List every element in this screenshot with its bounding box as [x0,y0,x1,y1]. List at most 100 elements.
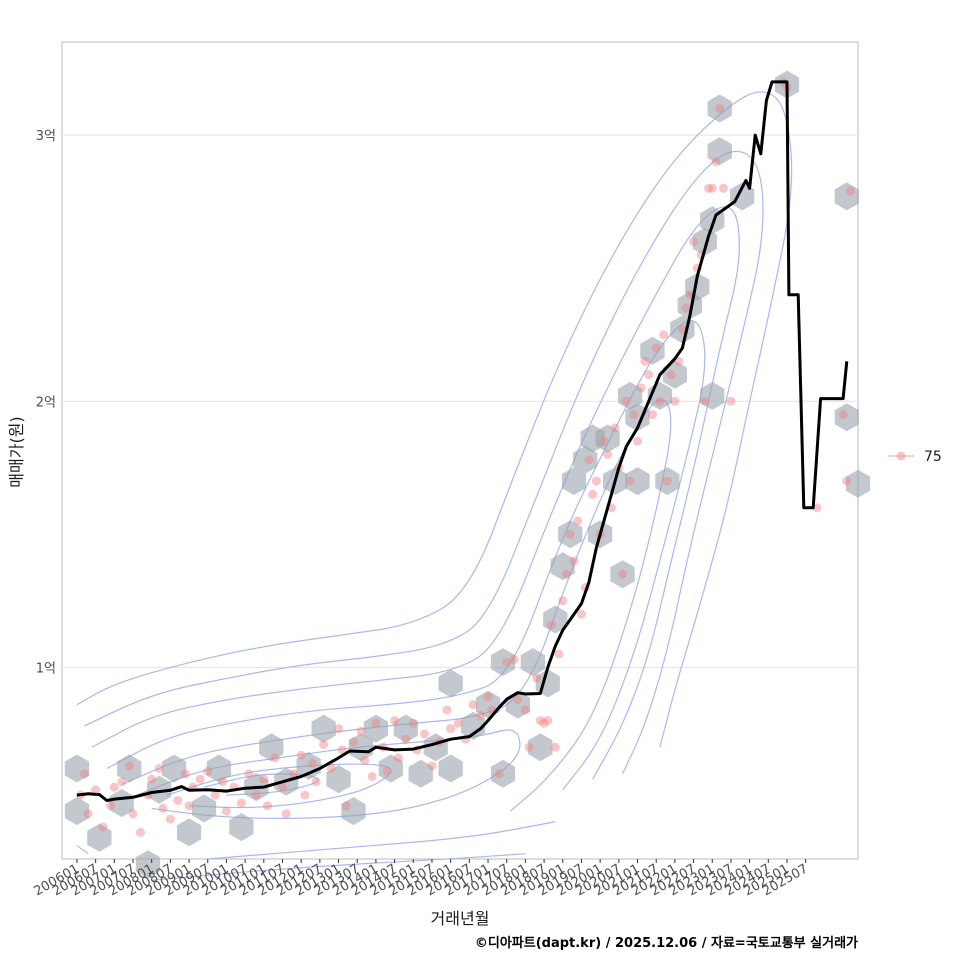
transaction-point [348,737,358,747]
hexbin-cell [558,520,583,549]
density-contour [207,821,556,860]
transaction-point [494,769,504,779]
transaction-point [382,766,392,776]
transaction-point [558,596,568,606]
transaction-point [83,809,93,819]
transaction-point [319,740,329,750]
transaction-point [117,777,127,787]
hexbin-cell [490,759,516,788]
hexbin-cell [348,733,374,762]
transaction-point [393,753,403,763]
transaction-point [535,716,545,726]
hexbin-cell [64,754,90,783]
transaction-point [408,718,418,728]
transaction-point [360,756,370,766]
transaction-point [109,782,119,792]
hexbin-cell [692,227,717,256]
hexbin-cell [610,560,635,589]
transaction-point [565,529,575,539]
hexbin-cell [423,733,448,762]
hexbin-cell [176,818,202,847]
hexbin-cell [707,94,732,123]
transaction-point [573,516,583,526]
transaction-point [341,801,351,811]
transaction-point [251,790,261,800]
x-axis-title: 거래년월 [431,909,490,928]
transaction-point [468,700,478,710]
hexbin-cell [834,182,859,211]
hexbin-cell [520,648,545,677]
transaction-point [707,183,717,193]
hexbin-cell [700,381,725,410]
hexbin-cell [363,714,388,743]
hexbin-cell [109,789,134,818]
transaction-point [651,343,661,353]
transaction-point [562,569,572,579]
transaction-point [210,790,220,800]
density-contour [136,729,521,820]
plot-panel [61,41,859,860]
transaction-point [584,455,594,465]
hexbin-cell [326,765,351,794]
transaction-points [76,77,856,837]
transaction-point [442,705,452,715]
transaction-point [599,436,609,446]
transaction-point [446,724,456,734]
source-caption: ©디아파트(dapt.kr) / 2025.12.06 / 자료=국토교통부 실… [475,935,858,951]
transaction-point [524,742,534,752]
transaction-point [502,657,512,667]
y-tick-label: 1억 [36,661,56,676]
transaction-point [218,777,228,787]
transaction-point [569,556,579,566]
y-axis-title: 매매가(원) [7,416,26,487]
transaction-point [147,774,157,784]
transaction-point [356,726,366,736]
transaction-point [236,798,246,808]
panel-border [61,41,859,860]
hexbin-cell [341,797,366,826]
hexbin-cell [730,182,755,211]
transaction-point [621,396,631,406]
transaction-point [603,449,613,459]
axes: 1억2억3억2006012006072007012007072008012008… [31,129,810,899]
transaction-point [718,183,728,193]
hexbin-cell [573,445,598,474]
transaction-point [659,330,669,340]
transaction-point [91,785,101,795]
y-tick-label: 3억 [36,129,56,144]
transaction-point [337,745,347,755]
transaction-point [124,761,134,771]
density-contour [106,320,706,791]
transaction-point [700,396,710,406]
transaction-point [550,742,560,752]
trend-line [76,80,849,802]
transaction-point [547,620,557,630]
transaction-point [647,410,657,420]
legend-label: 75 [924,449,942,465]
hexbin-cell [834,403,859,432]
transaction-point [453,718,463,728]
hexbin-cell [561,467,587,496]
transaction-point [513,694,523,704]
transaction-point [173,795,183,805]
hexbin-cell [311,714,336,743]
hexbin-layer [64,70,871,879]
transaction-point [98,822,108,832]
transaction-point [289,769,299,779]
transaction-point [576,609,586,619]
transaction-point [662,476,672,486]
transaction-point [390,716,400,726]
hexbin-cell [229,813,254,842]
transaction-point [640,356,650,366]
transaction-point [670,396,680,406]
trend-line-layer [76,80,849,802]
transaction-point [842,476,852,486]
transaction-point [509,654,519,664]
hexbin-cell [707,137,732,166]
density-contour [76,845,89,855]
hexbin-cell [617,381,643,410]
transaction-point [838,410,848,420]
hexbin-cell [845,469,871,498]
hexbin-cell [393,714,418,743]
